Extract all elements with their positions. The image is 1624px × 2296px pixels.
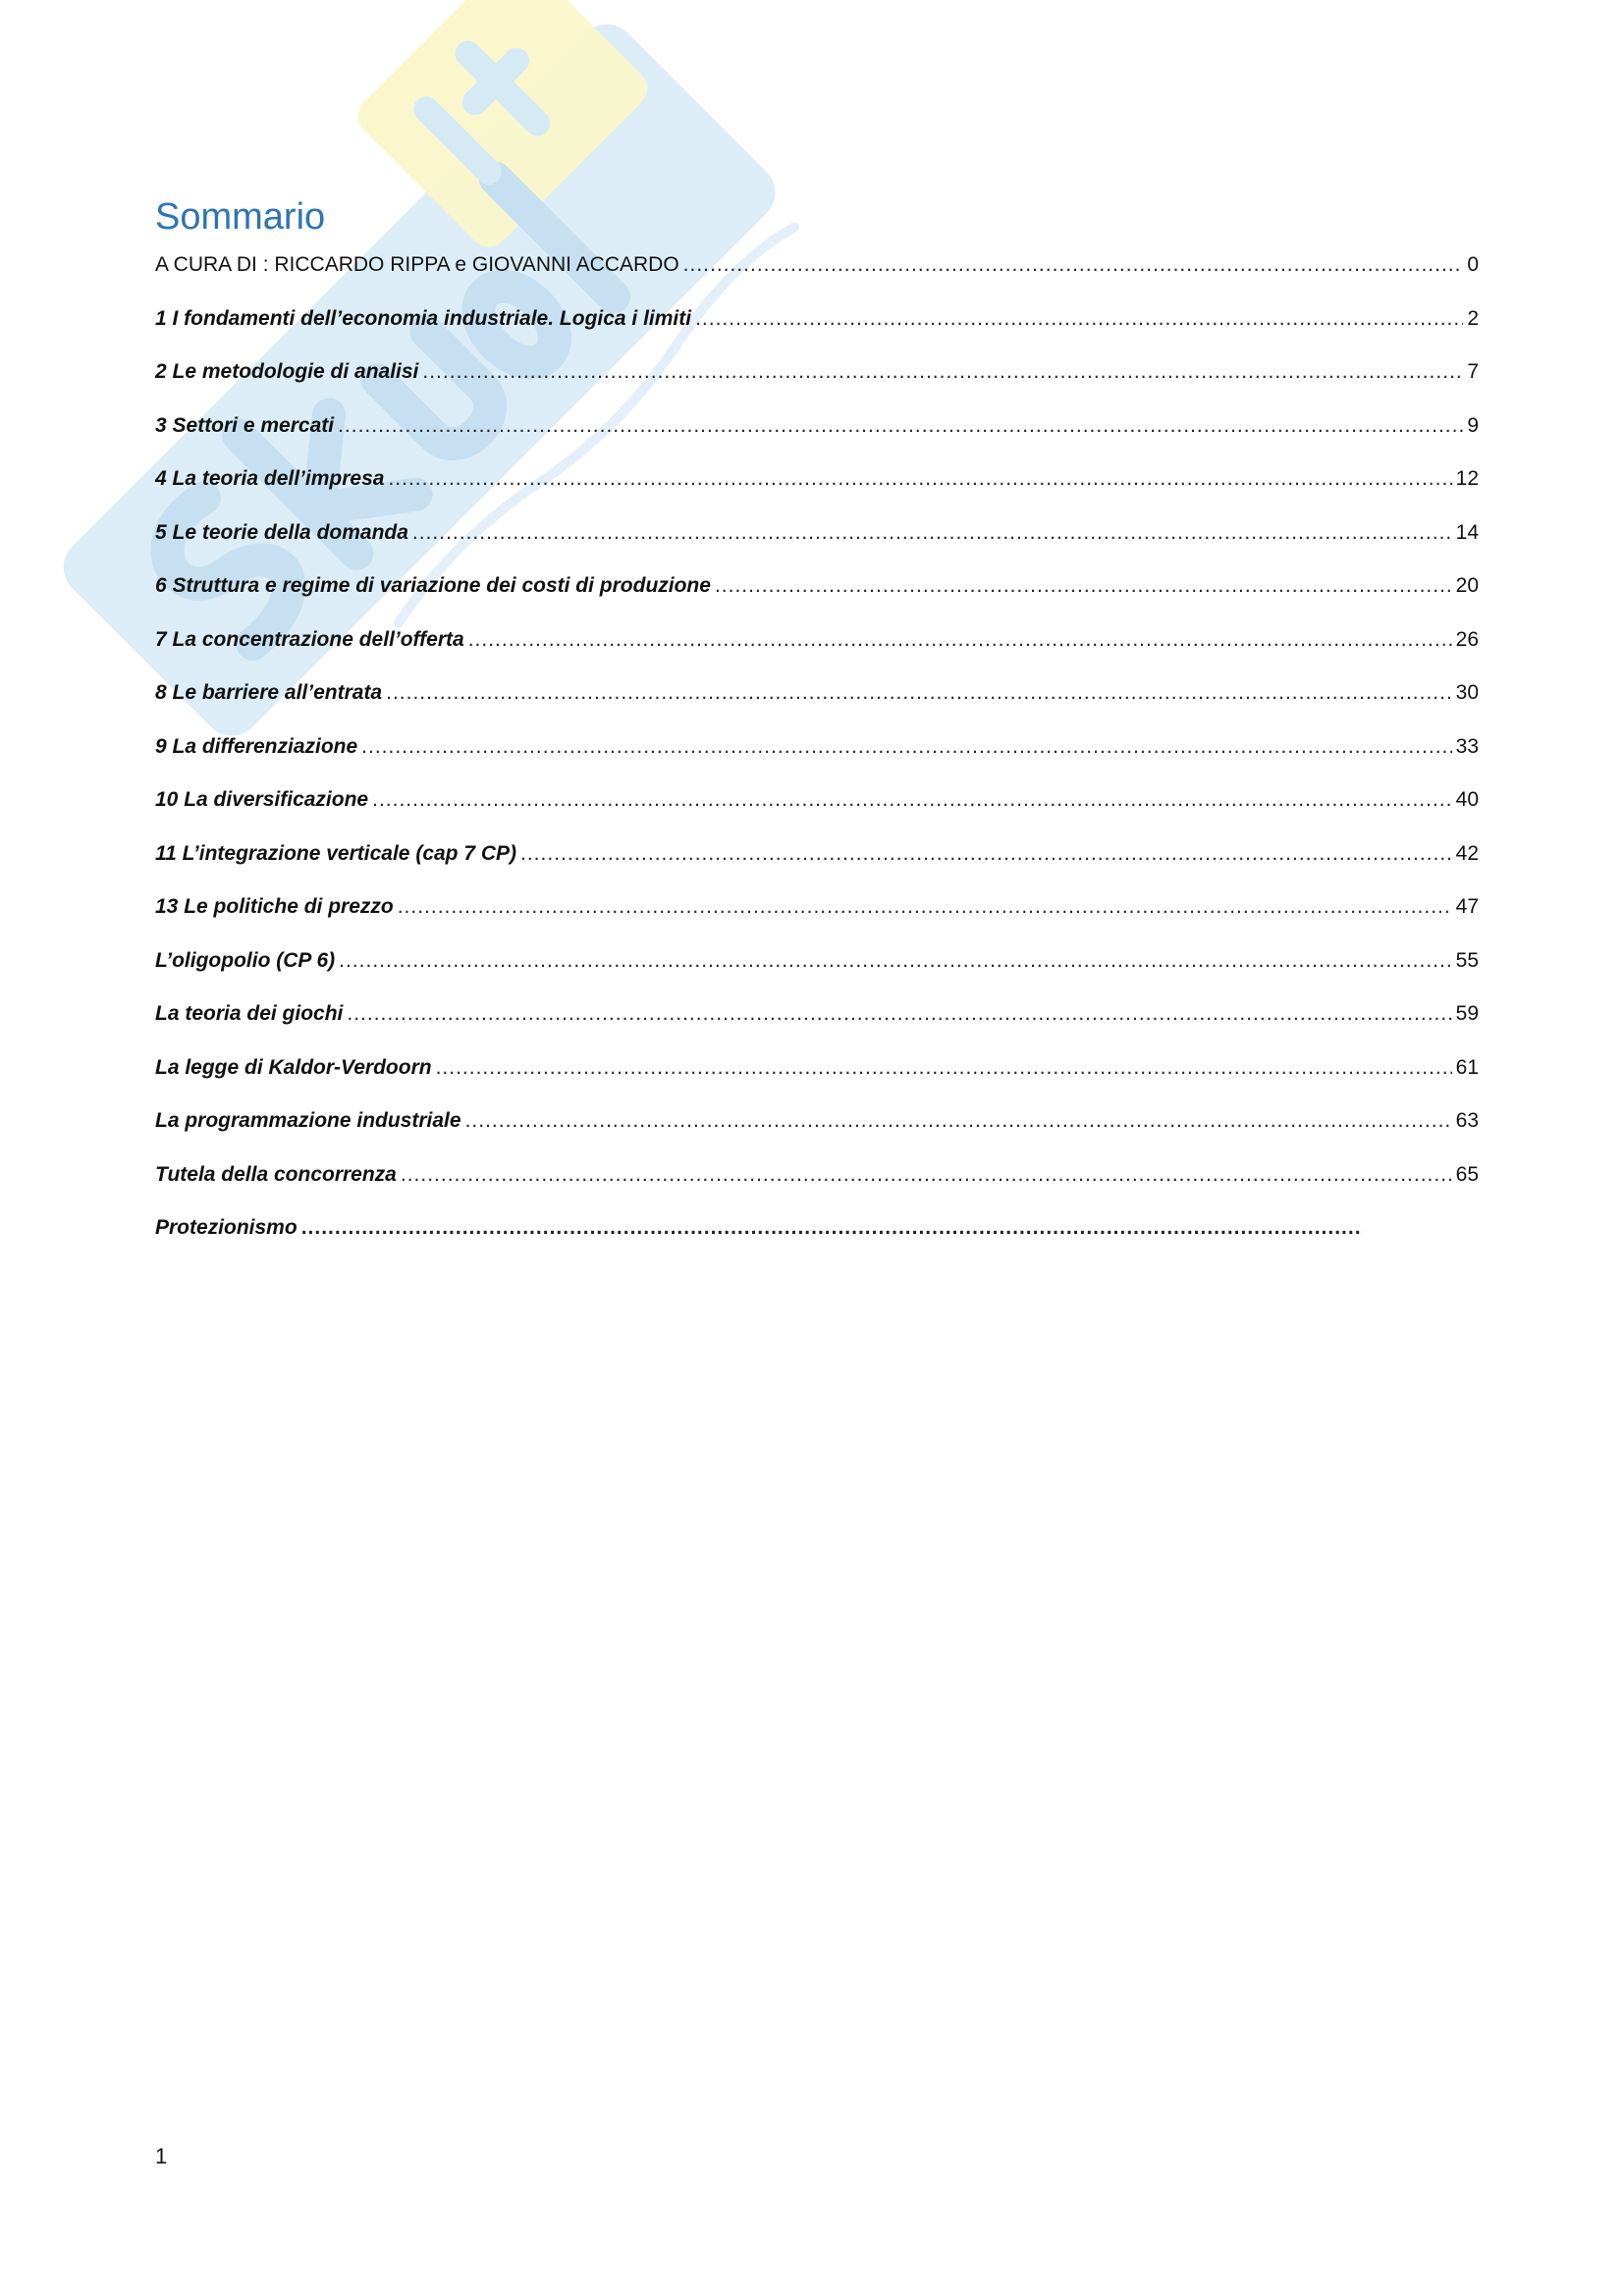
toc-entry[interactable]: 9 La differenziazione 33	[155, 735, 1479, 789]
toc-entry-page[interactable]: 0	[1467, 253, 1479, 276]
toc-entry[interactable]: 6 Struttura e regime di variazione dei c…	[155, 574, 1479, 628]
toc-entry-title[interactable]: 2 Le metodologie di analisi	[155, 360, 419, 383]
dot-leader	[398, 895, 1452, 919]
toc-entry-page[interactable]: 30	[1455, 681, 1479, 704]
dot-leader	[301, 1216, 1363, 1240]
toc-heading: Sommario	[155, 196, 326, 238]
toc-entry-title[interactable]: A CURA DI : RICCARDO RIPPA e GIOVANNI AC…	[155, 253, 679, 276]
toc-entry-title[interactable]: 6 Struttura e regime di variazione dei c…	[155, 574, 711, 597]
toc-entry[interactable]: 8 Le barriere all’entrata 30	[155, 681, 1479, 735]
toc-entry[interactable]: 13 Le politiche di prezzo 47	[155, 895, 1479, 949]
toc-entry-page[interactable]: 42	[1455, 841, 1479, 865]
toc-entry-title[interactable]: 9 La differenziazione	[155, 734, 358, 758]
toc-entry[interactable]: La teoria dei giochi 59	[155, 1002, 1479, 1056]
toc-entry[interactable]: Tutela della concorrenza 65	[155, 1163, 1479, 1217]
dot-leader	[372, 788, 1452, 812]
toc-entry-page[interactable]: 26	[1455, 627, 1479, 651]
toc-entry-page[interactable]: 7	[1467, 360, 1479, 383]
toc-entry-page[interactable]: 40	[1455, 788, 1479, 811]
dot-leader	[683, 253, 1464, 277]
toc-entry[interactable]: Protezionismo	[155, 1216, 1363, 1270]
toc-entry-page[interactable]: 61	[1455, 1055, 1479, 1079]
dot-leader	[412, 521, 1452, 545]
dot-leader	[468, 628, 1452, 652]
dot-leader	[338, 414, 1463, 438]
toc-entry-title[interactable]: 13 Le politiche di prezzo	[155, 895, 394, 918]
toc-entry-title[interactable]: 4 La teoria dell’impresa	[155, 467, 385, 490]
toc-entry[interactable]: 3 Settori e mercati 9	[155, 414, 1479, 468]
dot-leader	[388, 467, 1451, 491]
toc-entry-page[interactable]: 12	[1455, 467, 1479, 490]
toc-entry[interactable]: La programmazione industriale 63	[155, 1109, 1479, 1163]
toc-entry-title[interactable]: 8 Le barriere all’entrata	[155, 681, 383, 704]
dot-leader	[520, 842, 1452, 866]
toc-entry-title[interactable]: Protezionismo	[155, 1216, 298, 1239]
toc-entry-page[interactable]: 65	[1455, 1162, 1479, 1186]
dot-leader	[715, 574, 1452, 598]
dot-leader	[347, 1002, 1451, 1026]
dot-leader	[339, 949, 1452, 973]
toc-entry-title[interactable]: 5 Le teorie della domanda	[155, 520, 408, 544]
toc-entry-title[interactable]: 7 La concentrazione dell’offerta	[155, 627, 464, 651]
dot-leader	[436, 1056, 1452, 1080]
toc-entry-title[interactable]: La legge di Kaldor-Verdoorn	[155, 1055, 432, 1079]
toc-entry-page[interactable]: 55	[1455, 948, 1479, 972]
dot-leader	[695, 307, 1463, 331]
toc-entry[interactable]: 4 La teoria dell’impresa 12	[155, 467, 1479, 521]
table-of-contents: A CURA DI : RICCARDO RIPPA e GIOVANNI AC…	[155, 253, 1479, 1270]
toc-entry-title[interactable]: 11 L’integrazione verticale (cap 7 CP)	[155, 841, 517, 865]
toc-entry-page[interactable]: 33	[1455, 734, 1479, 758]
toc-entry[interactable]: 7 La concentrazione dell’offerta 26	[155, 628, 1479, 682]
toc-entry-title[interactable]: Tutela della concorrenza	[155, 1162, 397, 1186]
toc-entry[interactable]: La legge di Kaldor-Verdoorn 61	[155, 1056, 1479, 1110]
toc-entry[interactable]: 10 La diversificazione 40	[155, 788, 1479, 842]
toc-entry[interactable]: 1 I fondamenti dell’economia industriale…	[155, 307, 1479, 361]
toc-entry-page[interactable]: 47	[1455, 895, 1479, 918]
toc-entry-page[interactable]: 59	[1455, 1002, 1479, 1025]
toc-entry-title[interactable]: La teoria dei giochi	[155, 1002, 344, 1025]
dot-leader	[401, 1163, 1452, 1187]
toc-entry[interactable]: 2 Le metodologie di analisi 7	[155, 360, 1479, 414]
toc-entry-page[interactable]: 20	[1455, 574, 1479, 597]
toc-entry[interactable]: 11 L’integrazione verticale (cap 7 CP) 42	[155, 842, 1479, 896]
toc-entry-title[interactable]: 1 I fondamenti dell’economia industriale…	[155, 306, 692, 330]
toc-entry-page[interactable]: 2	[1467, 306, 1479, 330]
toc-entry[interactable]: 5 Le teorie della domanda 14	[155, 521, 1479, 575]
toc-entry[interactable]: A CURA DI : RICCARDO RIPPA e GIOVANNI AC…	[155, 253, 1479, 307]
dot-leader	[386, 681, 1452, 705]
page-number: 1	[155, 2144, 168, 2168]
dot-leader	[361, 735, 1451, 759]
toc-entry-page[interactable]: 14	[1455, 520, 1479, 544]
toc-entry-title[interactable]: L’oligopolio (CP 6)	[155, 948, 336, 972]
toc-entry-title[interactable]: La programmazione industriale	[155, 1109, 461, 1132]
toc-entry-title[interactable]: 10 La diversificazione	[155, 788, 369, 811]
toc-entry-title[interactable]: 3 Settori e mercati	[155, 413, 335, 437]
dot-leader	[422, 360, 1463, 384]
toc-entry[interactable]: L’oligopolio (CP 6) 55	[155, 949, 1479, 1003]
dot-leader	[465, 1109, 1452, 1133]
toc-entry-page[interactable]: 63	[1455, 1109, 1479, 1132]
toc-entry-page[interactable]: 9	[1467, 413, 1479, 437]
